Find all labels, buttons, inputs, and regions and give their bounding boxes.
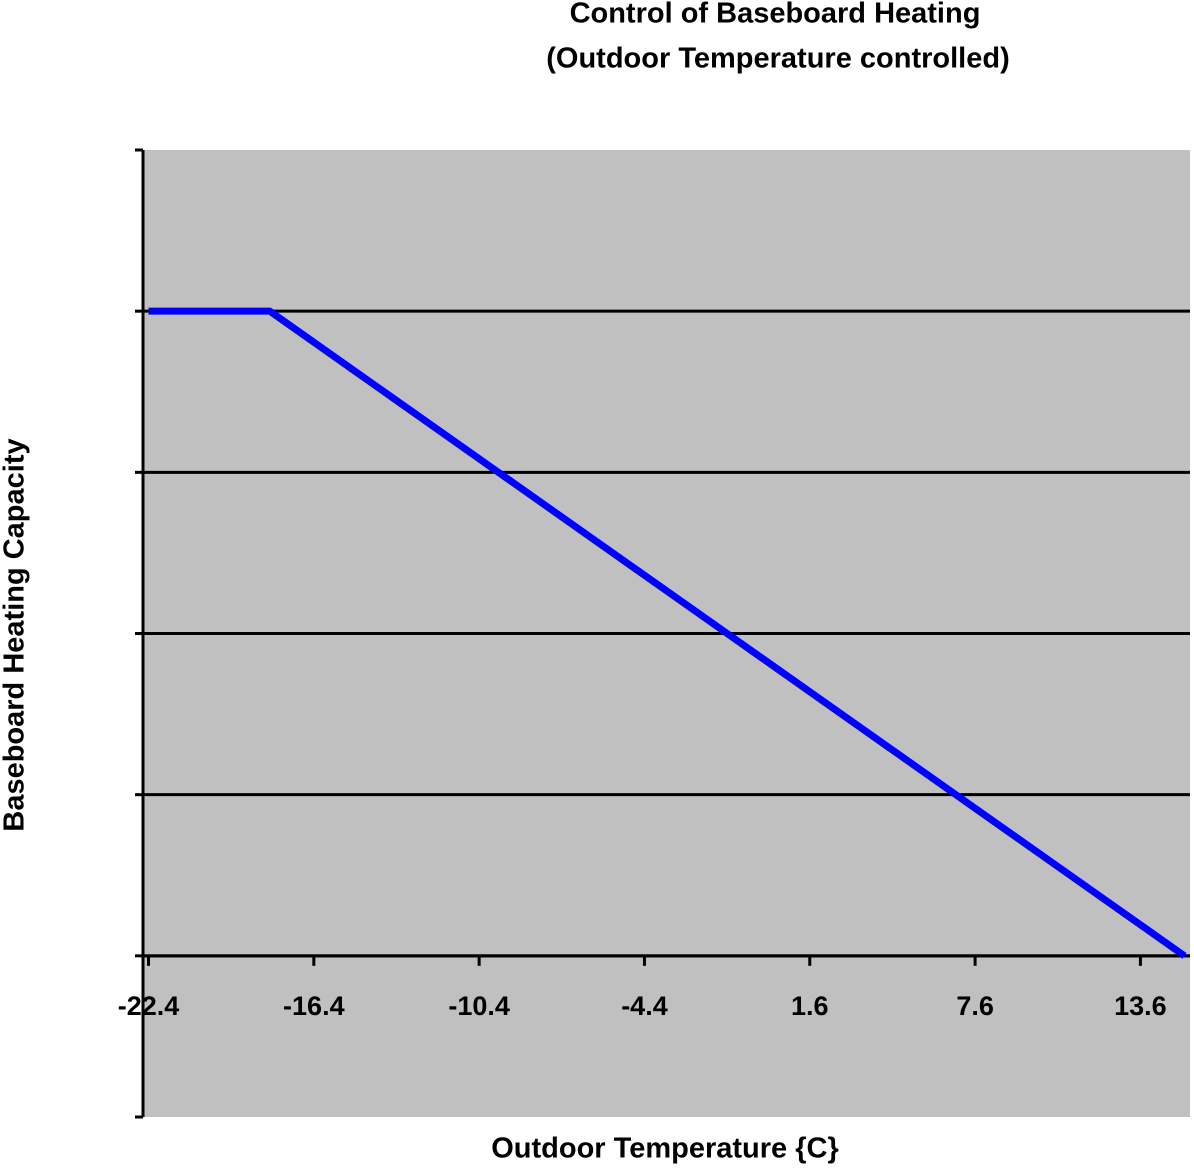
x-tick-label: -4.4 <box>621 991 668 1021</box>
data-line <box>148 307 1187 959</box>
chart-subtitle: (Outdoor Temperature controlled) <box>546 43 1009 75</box>
y-axis-label: Baseboard Heating Capacity <box>0 438 31 831</box>
x-tick-label: -10.4 <box>448 991 510 1021</box>
x-tick-label: 13.6 <box>1114 991 1167 1021</box>
x-axis-label: Outdoor Temperature {C} <box>491 1133 839 1165</box>
x-tick-label: 1.6 <box>791 991 829 1021</box>
x-tick-label: -22.4 <box>118 991 180 1021</box>
chart-title: Control of Baseboard Heating <box>570 0 981 30</box>
x-tick-label: -16.4 <box>283 991 345 1021</box>
x-tick-label: 7.6 <box>956 991 994 1021</box>
